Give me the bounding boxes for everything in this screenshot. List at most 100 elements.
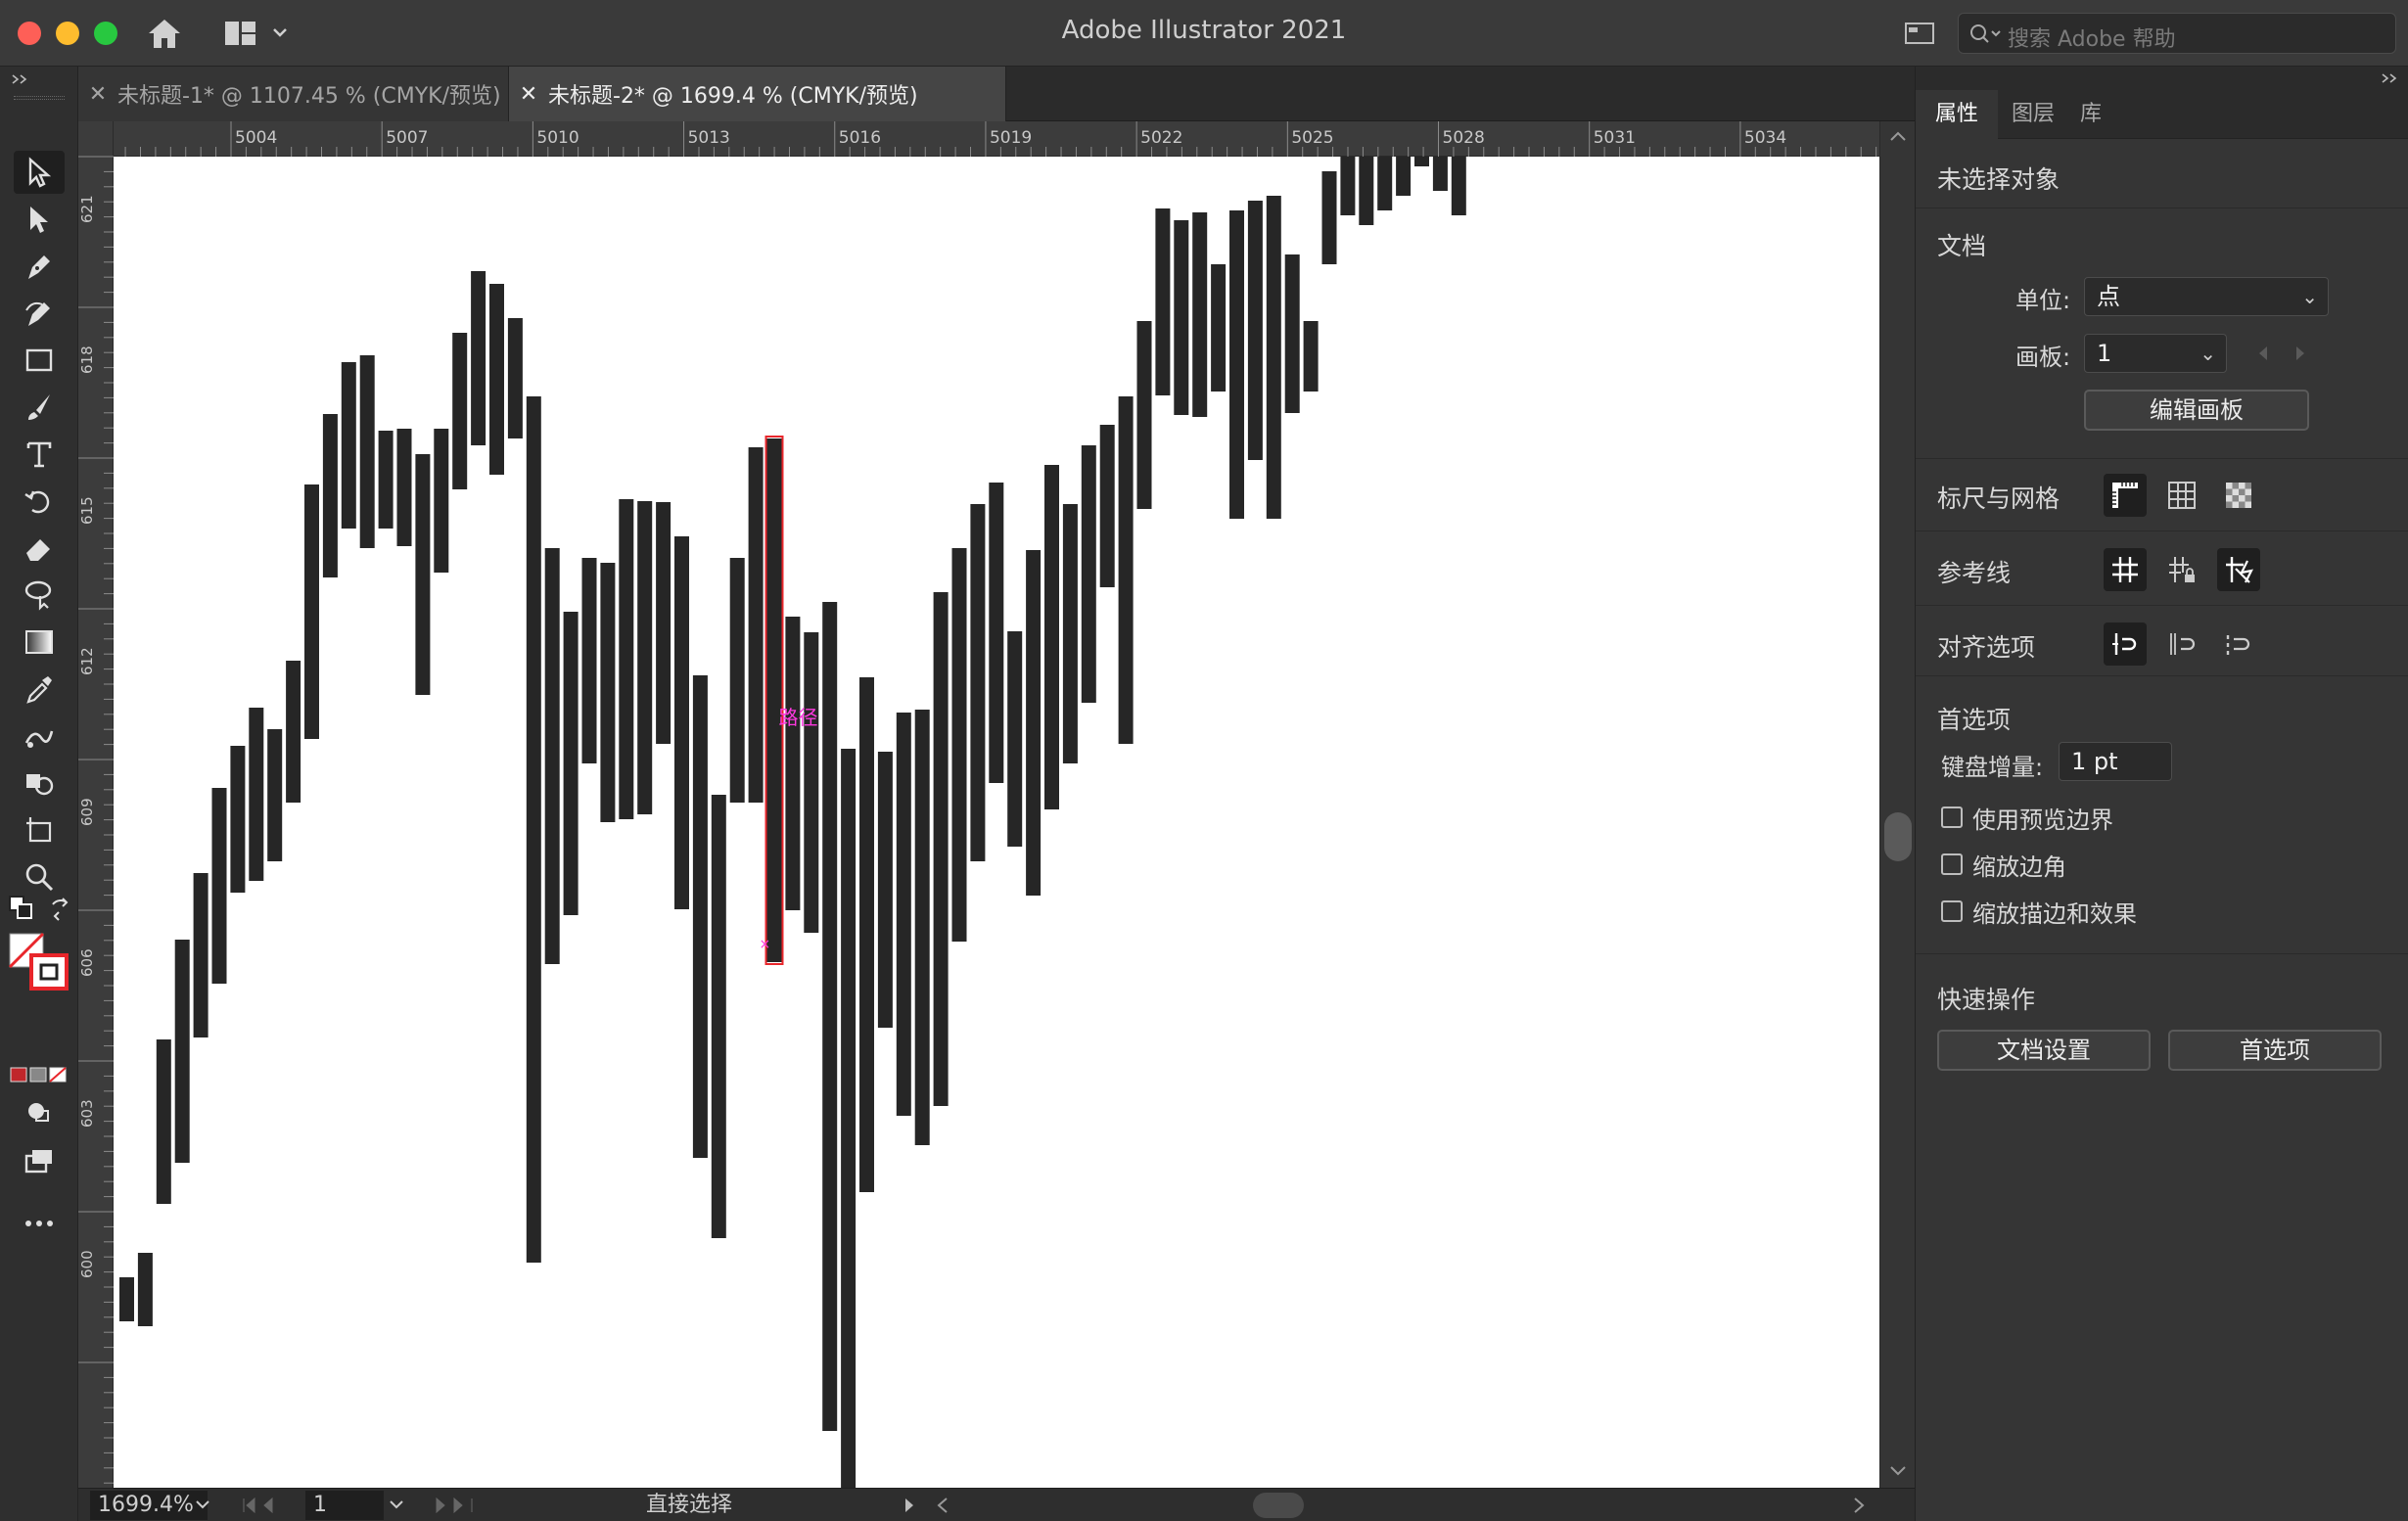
gradient-tool-icon[interactable] (14, 621, 65, 664)
bar-shape[interactable] (119, 1277, 134, 1321)
paintbrush-tool-icon[interactable] (14, 386, 65, 429)
vertical-ruler[interactable]: 621 618 615 612 609 606 603 600 (78, 121, 114, 1488)
document-tab-1[interactable]: ✕ 未标题-1* @ 1107.45 % (CMYK/预览) (78, 67, 509, 121)
shape-builder-tool-icon[interactable] (14, 761, 65, 805)
bar-shape[interactable] (415, 454, 431, 695)
bar-shape[interactable] (1359, 157, 1374, 225)
vertical-scrollbar[interactable] (1879, 121, 1915, 1488)
scroll-down-icon[interactable] (1888, 1464, 1908, 1478)
bar-shape[interactable] (859, 677, 874, 1192)
bar-shape[interactable] (1118, 396, 1134, 744)
artboard-dropdown[interactable]: 1 ⌄ (2084, 334, 2227, 373)
panel-collapse-bar[interactable] (1916, 67, 2408, 90)
bar-shape[interactable] (544, 548, 560, 964)
bar-shape[interactable] (1192, 212, 1208, 417)
bar-shape[interactable] (1414, 157, 1429, 166)
bar-shape[interactable] (914, 710, 930, 1145)
show-grid-icon[interactable] (2160, 474, 2203, 517)
keyboard-increment-field[interactable]: 1 pt (2059, 742, 2172, 781)
bar-shape[interactable] (1174, 220, 1189, 415)
home-icon[interactable] (145, 16, 184, 51)
type-tool-icon[interactable] (14, 433, 65, 476)
bar-shape[interactable] (1321, 171, 1337, 264)
bar-shape[interactable] (1396, 157, 1412, 196)
bar-shape[interactable] (766, 438, 782, 962)
bar-shape[interactable] (1284, 254, 1300, 413)
rectangle-tool-icon[interactable] (14, 339, 65, 382)
swap-fill-stroke-icon[interactable] (47, 895, 74, 922)
bar-shape[interactable] (692, 675, 708, 1158)
selection-tool-icon[interactable] (14, 151, 65, 194)
snap-to-pixel-icon[interactable] (2104, 622, 2147, 666)
workspace-switcher-icon[interactable] (223, 16, 294, 51)
scroll-right-icon[interactable] (1852, 1497, 1866, 1514)
bar-shape[interactable] (877, 752, 893, 1028)
scale-corners-checkbox[interactable] (1941, 853, 1963, 875)
bar-shape[interactable] (193, 873, 208, 1037)
close-window-button[interactable] (18, 22, 41, 45)
bar-shape[interactable] (619, 499, 634, 819)
bar-shape[interactable] (1229, 210, 1244, 519)
panel-layout-icon[interactable] (1904, 20, 1935, 47)
smart-guides-icon[interactable] (2217, 548, 2260, 591)
bar-shape[interactable] (1136, 321, 1152, 509)
bar-shape[interactable] (1377, 157, 1393, 210)
bar-shape[interactable] (1340, 157, 1356, 215)
tab-properties[interactable]: 属性 (1916, 90, 1999, 139)
bar-shape[interactable] (1451, 157, 1466, 215)
bar-shape[interactable] (471, 271, 486, 445)
bar-shape[interactable] (489, 284, 504, 475)
tab-libraries[interactable]: 库 (2080, 102, 2103, 126)
snap-to-point-icon[interactable] (2217, 622, 2260, 666)
zoom-level-field[interactable]: 1699.4% (90, 1491, 208, 1520)
expand-panel-icon[interactable] (10, 72, 33, 86)
bar-shape[interactable] (1044, 465, 1059, 809)
tab-layers[interactable]: 图层 (2012, 102, 2056, 126)
horizontal-scroll-thumb[interactable] (1253, 1493, 1304, 1518)
rotate-tool-icon[interactable] (14, 480, 65, 523)
bar-shape[interactable] (1303, 321, 1319, 392)
next-artboard-icon[interactable] (2293, 344, 2307, 363)
bar-shape[interactable] (637, 501, 653, 814)
color-mode-icons[interactable] (10, 1065, 67, 1084)
zoom-window-button[interactable] (94, 22, 117, 45)
close-tab-icon[interactable]: ✕ (88, 81, 108, 107)
curvature-tool-icon[interactable] (14, 292, 65, 335)
bar-shape[interactable] (507, 318, 523, 438)
bar-shape[interactable] (526, 396, 541, 1263)
bar-shape[interactable] (1026, 550, 1042, 896)
bar-shape[interactable] (137, 1253, 153, 1326)
previous-artboard-icon[interactable] (2256, 344, 2270, 363)
bar-shape[interactable] (1081, 445, 1096, 703)
transparency-grid-icon[interactable] (2217, 474, 2260, 517)
bar-shape[interactable] (748, 447, 764, 803)
bar-shape[interactable] (933, 592, 949, 1106)
status-menu-icon[interactable] (903, 1497, 916, 1514)
bar-shape[interactable] (785, 617, 801, 910)
bar-shape[interactable] (156, 1039, 171, 1204)
bar-shape[interactable] (1155, 208, 1171, 395)
bar-shape[interactable] (378, 431, 394, 529)
vertical-scroll-thumb[interactable] (1884, 812, 1912, 861)
bar-shape[interactable] (1099, 425, 1115, 587)
align-to-pixel-grid-icon[interactable] (2160, 622, 2203, 666)
bar-shape[interactable] (249, 708, 264, 881)
bar-shape[interactable] (322, 414, 338, 577)
use-preview-bounds-checkbox[interactable] (1941, 807, 1963, 828)
fill-stroke-swatch[interactable] (8, 932, 70, 992)
horizontal-ruler[interactable]: 5004 5007 5010 5013 5016 5019 5022 5025 5028 5031… (114, 121, 1879, 157)
document-setup-button[interactable]: 文档设置 (1937, 1030, 2151, 1071)
bar-shape[interactable] (656, 502, 671, 744)
first-prev-artboard-icon[interactable] (241, 1497, 294, 1514)
bar-shape[interactable] (674, 536, 689, 909)
bar-shape[interactable] (267, 729, 283, 861)
bar-shape[interactable] (896, 713, 911, 1116)
bar-shape[interactable] (951, 548, 967, 942)
lasso-tool-icon[interactable] (14, 574, 65, 617)
document-tab-2[interactable]: ✕ 未标题-2* @ 1699.4 % (CMYK/预览) (509, 67, 1006, 121)
more-tools-icon[interactable] (14, 1202, 65, 1245)
artboard-tool-icon[interactable] (14, 808, 65, 852)
bar-shape[interactable] (286, 661, 301, 803)
collapse-panel-icon[interactable] (2380, 71, 2401, 85)
minimize-window-button[interactable] (56, 22, 79, 45)
